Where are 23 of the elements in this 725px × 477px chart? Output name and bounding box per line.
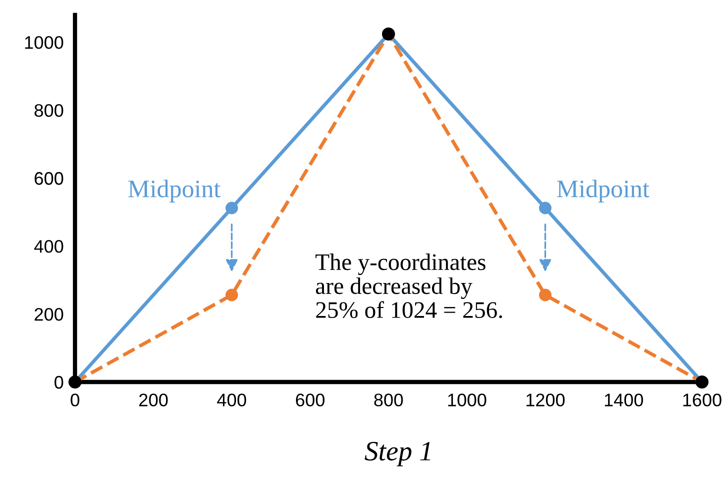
x-tick-label: 1000 (448, 394, 486, 406)
y-tick-label: 1000 (25, 36, 64, 49)
annotation: Midpoint (128, 180, 220, 202)
point (226, 288, 238, 302)
y-tick-label: 0 (54, 376, 64, 389)
y-tick-label: 400 (34, 240, 64, 253)
x-tick-label: 200 (139, 394, 168, 406)
y-tick-label: 800 (34, 104, 64, 117)
y-tick-label: 200 (34, 308, 64, 321)
text: Step 1 (364, 442, 430, 466)
y-tick-label: 600 (34, 172, 64, 185)
point (539, 202, 552, 214)
x-tick-label: 1400 (604, 394, 644, 406)
x-tick-label: 1600 (683, 394, 722, 406)
x-tick-label: 0 (70, 394, 80, 406)
x-tick-label: 800 (374, 394, 403, 406)
point (539, 288, 552, 302)
x-tick-label: 1200 (526, 394, 565, 406)
x-tick-label: 400 (217, 394, 246, 406)
point (226, 202, 238, 214)
annotation: Midpoint (557, 180, 650, 202)
x-tick-label: 600 (296, 394, 324, 406)
annotation: The y-coordinates are decreased by 25% of 1024 = 256. (316, 254, 502, 318)
